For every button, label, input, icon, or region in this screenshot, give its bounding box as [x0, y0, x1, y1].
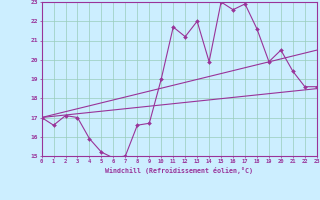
X-axis label: Windchill (Refroidissement éolien,°C): Windchill (Refroidissement éolien,°C)	[105, 167, 253, 174]
